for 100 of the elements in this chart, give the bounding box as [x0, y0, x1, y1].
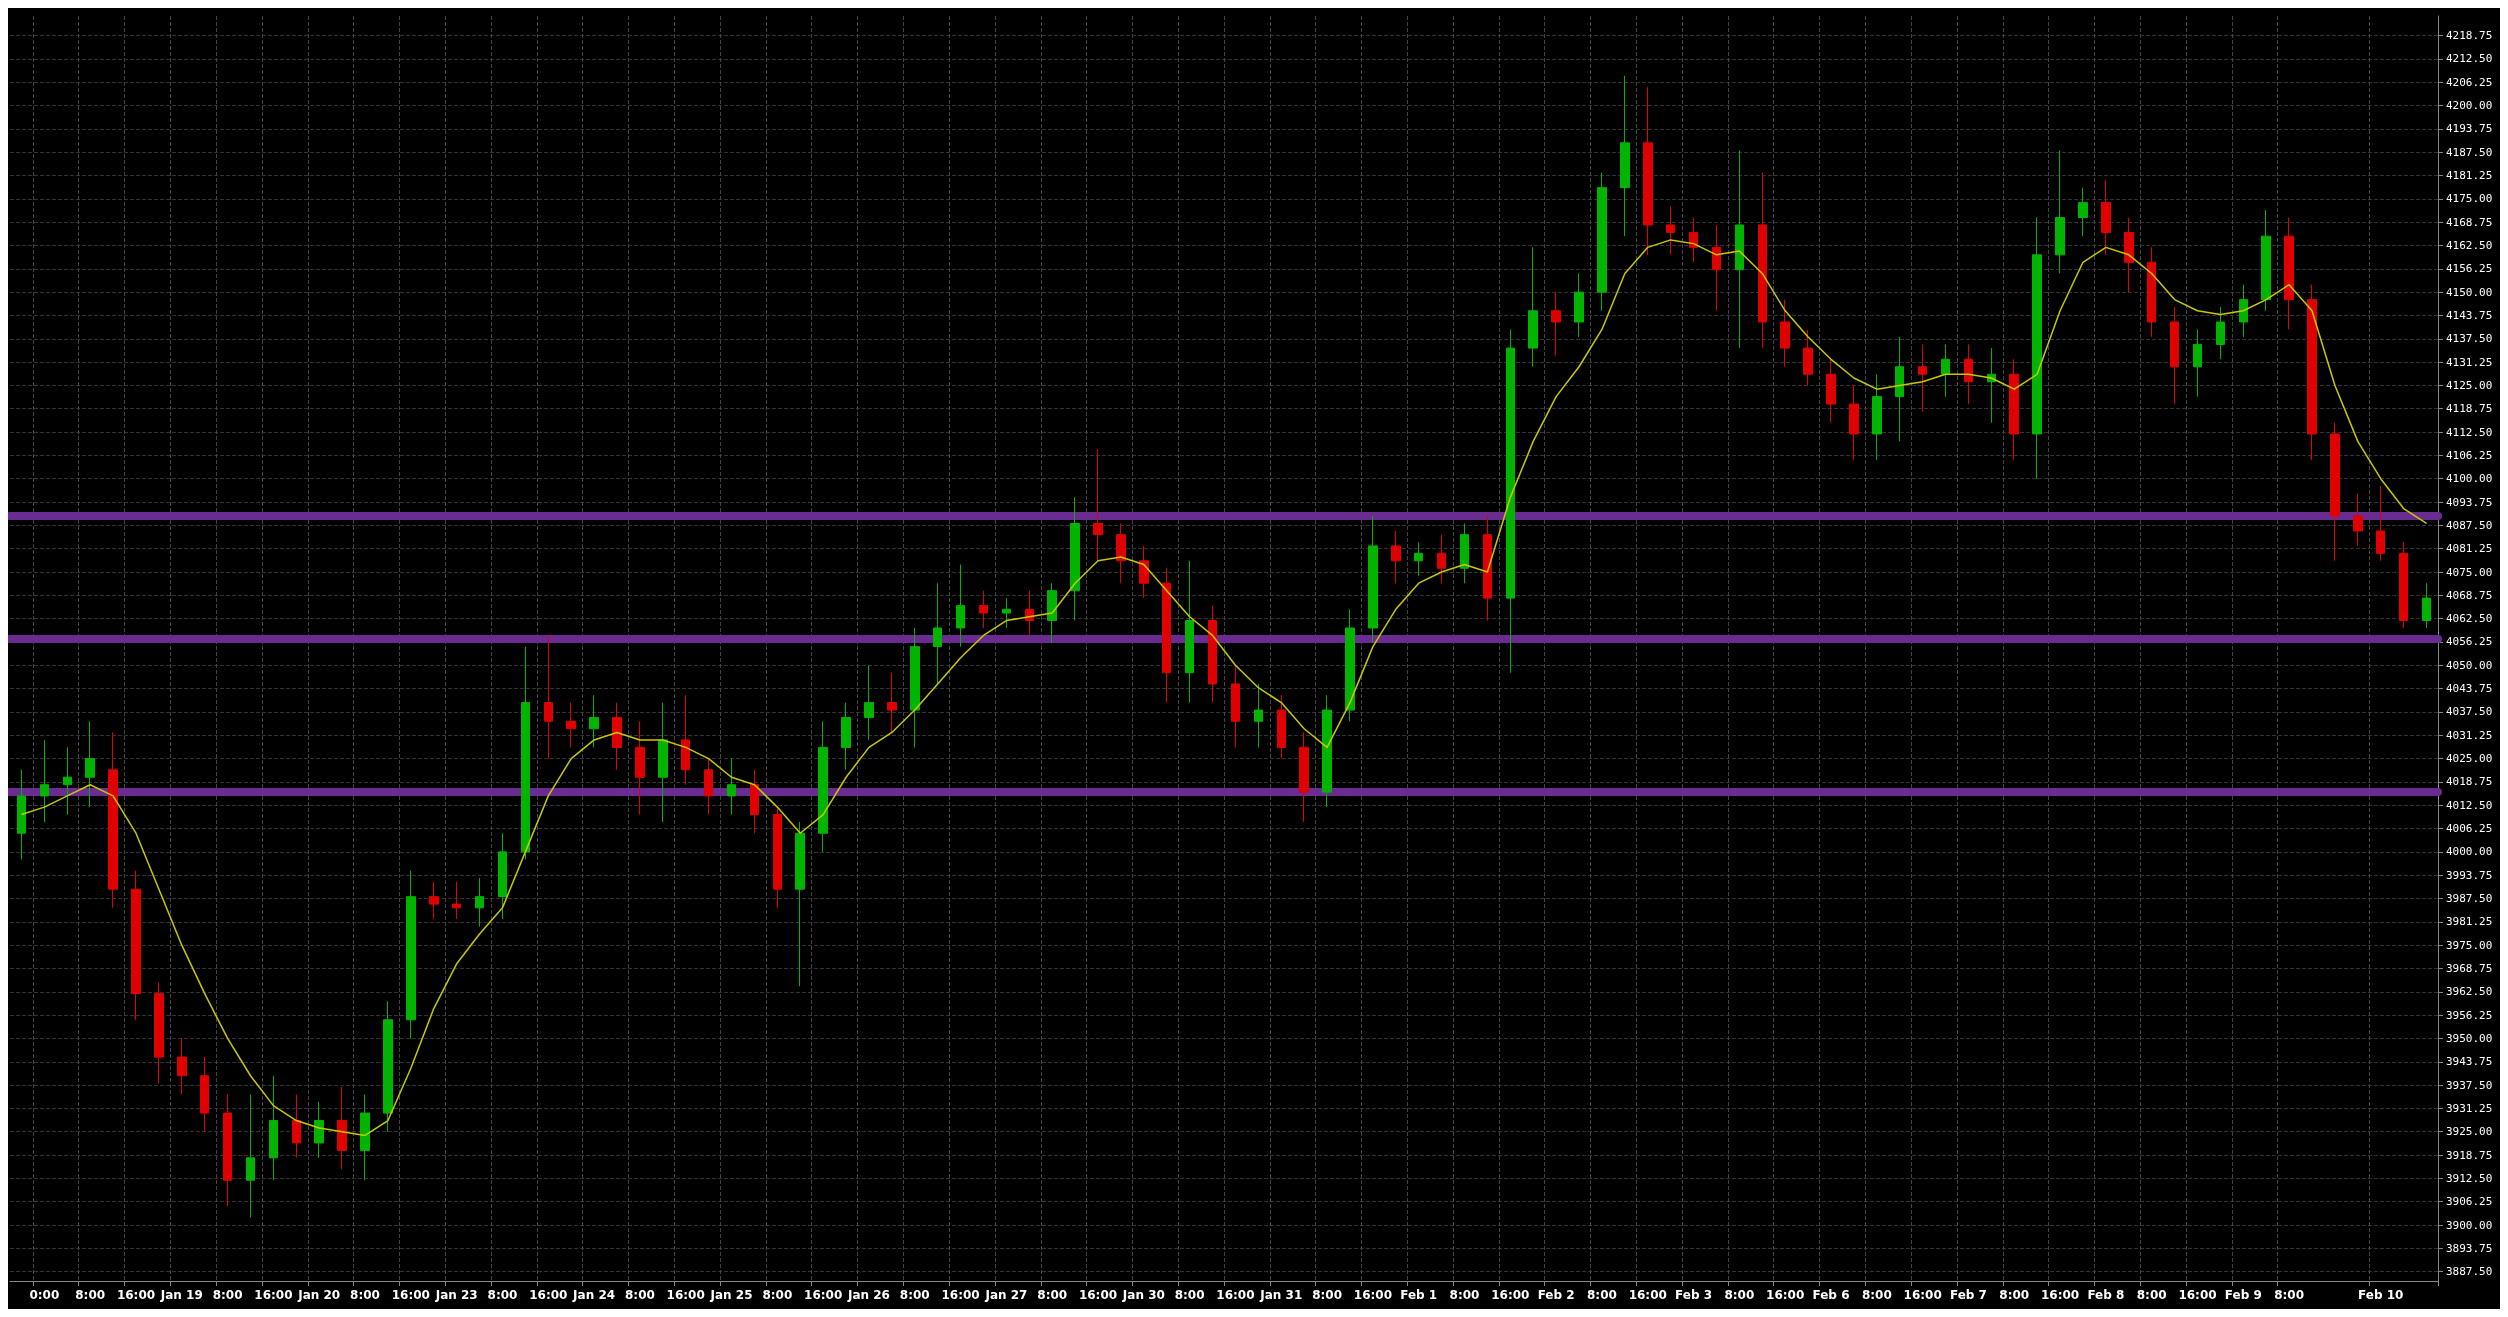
candlestick — [314, 1101, 324, 1159]
x-tick-label: 8:00 — [1861, 1288, 1892, 1302]
y-tick-label: 4006.25 — [2446, 822, 2493, 836]
y-tick-label: 4156.25 — [2446, 262, 2493, 276]
candlestick — [498, 832, 507, 920]
y-tick-label: 4056.25 — [2446, 635, 2493, 649]
candlestick — [1620, 75, 1630, 237]
candlestick — [1002, 597, 1011, 629]
candlestick — [773, 806, 782, 909]
y-tick-label: 4043.75 — [2446, 682, 2493, 696]
x-tick-label: Jan 30 — [1121, 1288, 1165, 1302]
x-tick-label: Jan 27 — [984, 1288, 1028, 1302]
candlestick — [2422, 582, 2431, 629]
candlestick — [360, 1093, 370, 1181]
candlestick — [1208, 605, 1217, 704]
candlestick — [589, 694, 599, 748]
candlestick — [2261, 209, 2271, 312]
candlestick — [750, 769, 759, 834]
y-tick-label: 4050.00 — [2446, 658, 2493, 672]
candlestick — [910, 627, 920, 748]
candlestick — [1162, 567, 1171, 704]
x-tick-label: 8:00 — [2274, 1288, 2305, 1302]
y-tick-label: 3918.75 — [2446, 1148, 2493, 1162]
candlestick — [2101, 179, 2111, 256]
candlestick — [1826, 358, 1836, 424]
y-tick-label: 4018.75 — [2446, 775, 2493, 789]
candlestick — [933, 582, 942, 685]
y-tick-label: 4181.25 — [2446, 169, 2493, 183]
y-tick-label: 4068.75 — [2446, 588, 2493, 602]
x-tick-label: 16:00 — [2040, 1288, 2080, 1302]
candlestick — [383, 1000, 393, 1133]
candlestick — [1506, 328, 1515, 674]
candlestick — [521, 646, 530, 860]
x-tick-label: 16:00 — [391, 1288, 430, 1302]
candlestick — [1070, 496, 1080, 622]
x-tick-label: Feb 2 — [1537, 1288, 1575, 1302]
x-tick-label: Feb 10 — [2358, 1288, 2404, 1302]
x-tick-label: Feb 8 — [2087, 1288, 2125, 1302]
x-tick-label: 8:00 — [75, 1288, 106, 1302]
candlestick — [1185, 560, 1194, 704]
y-tick-label: 3900.00 — [2446, 1218, 2493, 1232]
y-tick-label: 4206.25 — [2446, 75, 2493, 89]
y-tick-label: 4025.00 — [2446, 752, 2493, 766]
y-tick-label: 4112.50 — [2446, 425, 2493, 439]
candlestick — [1689, 217, 1698, 263]
y-tick-label: 3912.50 — [2446, 1171, 2493, 1185]
candlestick — [795, 821, 805, 987]
candlestick — [841, 702, 851, 771]
candlestick — [887, 672, 897, 733]
x-tick-label: 8:00 — [1174, 1288, 1205, 1302]
candlestick — [1941, 343, 1950, 398]
candlestick — [979, 590, 988, 629]
x-tick-label: Feb 1 — [1400, 1288, 1438, 1302]
candlestick — [337, 1086, 347, 1170]
candlestick — [292, 1093, 301, 1159]
y-tick-label: 4062.50 — [2446, 612, 2493, 626]
candlestick — [2330, 422, 2340, 562]
x-tick-label: 8:00 — [1999, 1288, 2030, 1302]
candlestick — [1437, 534, 1446, 584]
candlestick — [1918, 343, 1927, 413]
y-tick-label: 4093.75 — [2446, 495, 2493, 509]
y-tick-label: 3968.75 — [2446, 961, 2493, 975]
candlestick — [1460, 522, 1469, 584]
candlestick — [2124, 217, 2134, 293]
candlestick — [1391, 530, 1401, 584]
y-tick-label: 3956.25 — [2446, 1008, 2493, 1022]
y-tick-label: 4131.25 — [2446, 355, 2493, 369]
x-tick-label: 8:00 — [1312, 1288, 1343, 1302]
y-tick-label: 4081.25 — [2446, 542, 2493, 556]
candlestick — [1322, 694, 1332, 808]
candlestick — [429, 881, 439, 920]
candlestick — [2353, 493, 2363, 547]
candlestick — [223, 1093, 232, 1207]
y-tick-label: 4162.50 — [2446, 238, 2493, 252]
candlestick — [1483, 515, 1492, 622]
candlestick — [612, 702, 622, 771]
candlestick — [1597, 172, 1607, 312]
y-tick-label: 4075.00 — [2446, 565, 2493, 579]
candlestick — [1735, 149, 1744, 349]
y-tick-label: 4168.75 — [2446, 215, 2493, 229]
candlestick — [1964, 343, 1973, 405]
candlestick — [635, 720, 645, 816]
x-tick-label: 16:00 — [529, 1288, 568, 1302]
candlestick — [704, 758, 713, 816]
y-tick-label: 4000.00 — [2446, 845, 2493, 859]
x-tick-label: Feb 6 — [1812, 1288, 1850, 1302]
candlestick — [1780, 299, 1790, 368]
candlestick — [681, 694, 690, 786]
candlestick — [2032, 217, 2042, 480]
candlestick — [1712, 224, 1721, 312]
candlestick — [2055, 149, 2065, 274]
candlestick — [246, 1093, 255, 1219]
candlestick — [1139, 545, 1149, 599]
candlestick — [1987, 347, 1996, 424]
y-tick-label: 3931.25 — [2446, 1101, 2493, 1115]
candlestick — [1093, 448, 1103, 562]
y-tick-label: 4118.75 — [2446, 402, 2493, 416]
candlestick — [544, 634, 553, 760]
candlestick — [2284, 217, 2294, 330]
candlestick — [2307, 284, 2317, 461]
